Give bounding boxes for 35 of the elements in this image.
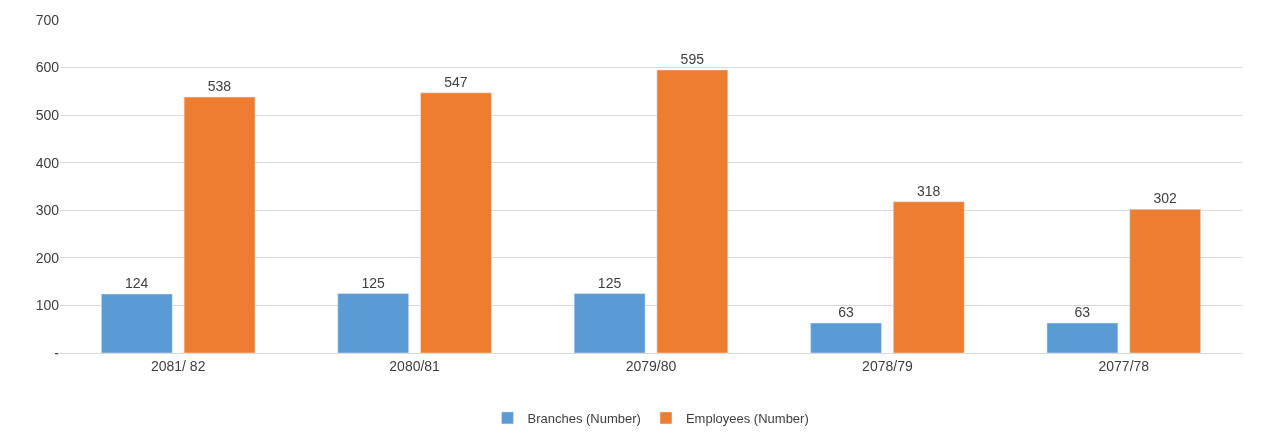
x-tick-label: 2079/80 — [625, 357, 677, 374]
bar — [573, 293, 646, 353]
data-label: 125 — [361, 274, 386, 291]
bar — [893, 201, 965, 353]
y-tick-label: 100 — [35, 297, 60, 314]
data-label: 302 — [1153, 190, 1177, 207]
bar — [810, 322, 882, 353]
data-label: 595 — [680, 50, 705, 67]
y-tick-label: 300 — [35, 202, 60, 219]
bar — [656, 69, 729, 353]
bar — [101, 293, 173, 353]
x-tick-label: 2078/79 — [862, 357, 913, 374]
data-label: 547 — [444, 73, 468, 90]
legend-label: Employees (Number) — [685, 410, 809, 426]
y-tick-label: 700 — [35, 11, 60, 28]
y-tick-label: 600 — [35, 59, 60, 76]
x-tick-label: 2080/81 — [389, 357, 441, 374]
bar — [1046, 322, 1119, 353]
y-tick-label: - — [54, 344, 60, 361]
y-tick-label: 200 — [35, 249, 60, 266]
data-label: 124 — [125, 275, 149, 292]
x-tick-label: 2081/ 82 — [150, 357, 206, 374]
y-tick-label: 500 — [35, 107, 60, 124]
data-label: 63 — [838, 304, 854, 321]
bar — [337, 293, 409, 353]
bar — [1129, 209, 1201, 353]
data-label: 63 — [1074, 304, 1091, 321]
legend-label: Branches (Number) — [527, 410, 641, 426]
y-tick-label: 400 — [35, 154, 60, 171]
data-label: 318 — [916, 182, 941, 199]
data-label: 125 — [597, 274, 622, 291]
bar — [420, 92, 492, 353]
data-label: 538 — [207, 78, 232, 95]
bar — [183, 96, 256, 353]
x-tick-label: 2077/78 — [1098, 357, 1150, 374]
